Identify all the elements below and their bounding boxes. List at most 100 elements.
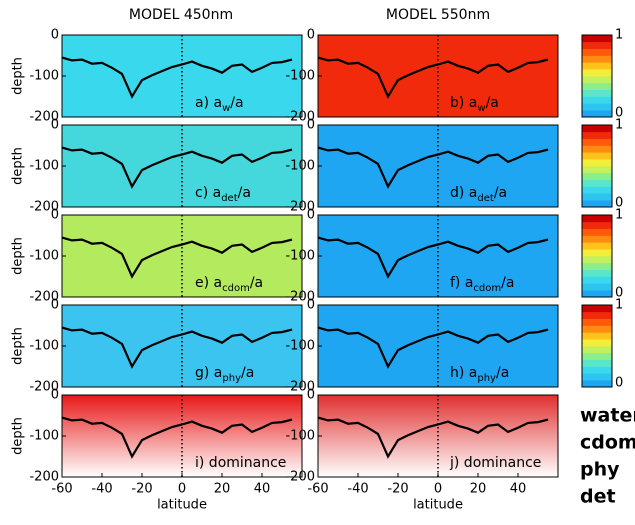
- y-tick-label: 0: [51, 28, 59, 43]
- x-tick-label: 40: [254, 482, 271, 497]
- colorbar-segment: [582, 166, 612, 174]
- x-tick-label: 0: [434, 482, 442, 497]
- x-tick-label: -20: [131, 482, 152, 497]
- panel-label-sub: phy: [222, 373, 241, 384]
- y-tick-label: 0: [307, 28, 315, 43]
- depth-line: [317, 416, 549, 459]
- colorbar-segment: [582, 96, 612, 104]
- panel-label-text: b) a: [450, 95, 477, 111]
- y-tick-label: -200: [285, 380, 315, 395]
- y-tick-label: 0: [307, 208, 315, 223]
- legend-entry: det: [580, 486, 616, 508]
- column-title: MODEL 550nm: [386, 7, 490, 23]
- panel-label: b) aw/a: [450, 95, 499, 114]
- x-tick-label: -20: [387, 482, 408, 497]
- colorbar-segment: [582, 215, 612, 223]
- colorbar-segment: [582, 69, 612, 77]
- y-tick-label: -200: [29, 380, 59, 395]
- panel-label-tail: /a: [241, 365, 254, 381]
- y-tick-label: -100: [29, 339, 59, 354]
- colorbar-segment: [582, 235, 612, 243]
- panel-label-sub: w: [477, 103, 485, 114]
- colorbar-segment: [582, 311, 612, 319]
- colorbar-segment: [582, 318, 612, 326]
- y-tick-label: -200: [29, 470, 59, 485]
- panel-label-text: a) a: [195, 95, 222, 111]
- y-tick-label: 0: [307, 298, 315, 313]
- y-tick-label: -100: [285, 339, 315, 354]
- x-tick-label: 20: [470, 482, 487, 497]
- y-tick-label: -200: [29, 200, 59, 215]
- depth-line: [317, 56, 549, 99]
- y-tick-label: -100: [29, 69, 59, 84]
- y-tick-label: 0: [51, 388, 59, 403]
- panel-label-text: i) dominance: [195, 455, 286, 471]
- panel-label-text: h) a: [450, 365, 477, 381]
- panel-label: h) aphy/a: [450, 365, 509, 384]
- colorbar-segment: [582, 103, 612, 111]
- panel-label: j) dominance: [449, 455, 541, 471]
- colorbar-segment: [582, 276, 612, 284]
- colorbar-segment: [582, 41, 612, 49]
- colorbar-frame: [581, 214, 613, 298]
- colorbar-tick-label: 1: [615, 28, 623, 43]
- panel-label-tail: /a: [501, 275, 514, 291]
- colorbar-segment: [582, 339, 612, 347]
- x-tick-label: -60: [307, 482, 328, 497]
- panel-label-tail: /a: [496, 365, 509, 381]
- y-tick-label: -200: [285, 110, 315, 125]
- panel-label-sub: w: [222, 103, 230, 114]
- colorbar-segment: [582, 152, 612, 160]
- depth-line: [61, 146, 293, 189]
- y-tick-label: -200: [29, 110, 59, 125]
- depth-line: [317, 146, 549, 189]
- colorbar-segment: [582, 145, 612, 153]
- colorbar-segment: [582, 221, 612, 229]
- y-tick-label: -200: [29, 290, 59, 305]
- y-axis-label: depth: [11, 237, 26, 275]
- colorbar-segment: [582, 305, 612, 313]
- x-tick-label: -60: [51, 482, 72, 497]
- colorbar-segment: [582, 352, 612, 360]
- column-title: MODEL 450nm: [129, 7, 233, 23]
- colorbar-segment: [582, 186, 612, 194]
- y-tick-label: 0: [51, 118, 59, 133]
- colorbar-segment: [582, 76, 612, 84]
- depth-line: [61, 416, 293, 459]
- colorbar-segment: [582, 193, 612, 201]
- depth-line: [317, 236, 549, 279]
- x-tick-label: 20: [214, 482, 231, 497]
- legend-entry: cdom: [580, 432, 635, 454]
- y-tick-label: -200: [285, 470, 315, 485]
- colorbar-segment: [582, 62, 612, 70]
- y-tick-label: -100: [285, 249, 315, 264]
- colorbar-segment: [582, 89, 612, 97]
- colorbar-segment: [582, 159, 612, 167]
- colorbar-segment: [582, 131, 612, 139]
- colorbar-segment: [582, 262, 612, 270]
- panel-label-text: j) dominance: [449, 455, 541, 471]
- y-tick-label: 0: [307, 388, 315, 403]
- colorbar-tick-label: 0: [615, 196, 623, 211]
- panel-label-sub: det: [477, 193, 494, 204]
- colorbar-segment: [582, 179, 612, 187]
- colorbar-tick-label: 0: [615, 286, 623, 301]
- y-tick-label: -100: [29, 429, 59, 444]
- colorbar-segment: [582, 35, 612, 43]
- depth-line: [61, 236, 293, 279]
- colorbar-segment: [582, 256, 612, 264]
- y-tick-label: 0: [51, 208, 59, 223]
- colorbar-segment: [582, 48, 612, 56]
- colorbar-segment: [582, 373, 612, 381]
- colorbar-segment: [582, 359, 612, 367]
- colorbar-segment: [582, 228, 612, 236]
- colorbar-segment: [582, 380, 612, 388]
- colorbar-tick-label: 1: [615, 298, 623, 313]
- y-tick-label: -100: [29, 249, 59, 264]
- y-tick-label: -100: [285, 69, 315, 84]
- colorbar-segment: [582, 242, 612, 250]
- panel-label: a) aw/a: [195, 95, 244, 114]
- panel-label-text: d) a: [450, 185, 477, 201]
- depth-line: [317, 326, 549, 369]
